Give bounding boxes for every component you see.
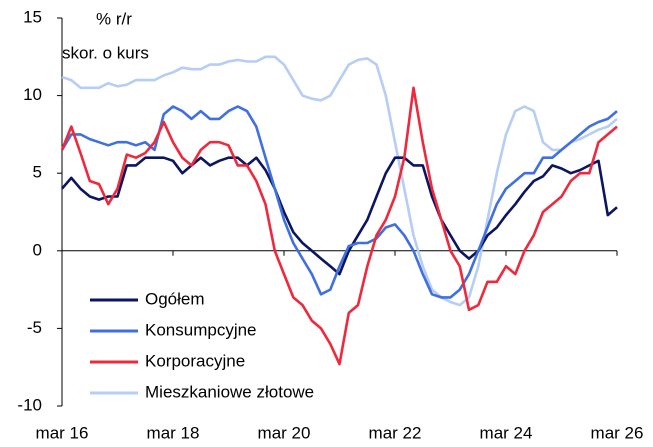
legend-label: Mieszkaniowe złotowe <box>145 382 314 401</box>
y-tick-label: -10 <box>17 395 42 414</box>
legend-label: Ogółem <box>145 289 205 308</box>
x-tick-label: mar 16 <box>36 423 89 442</box>
y-tick-label: 0 <box>33 240 42 259</box>
x-tick-label: mar 18 <box>147 423 200 442</box>
series-line <box>61 55 618 307</box>
series-line <box>60 105 618 299</box>
x-tick-label: mar 22 <box>369 423 422 442</box>
annotation: % r/r <box>96 9 132 28</box>
y-tick-label: -5 <box>27 318 42 337</box>
x-tick-label: mar 24 <box>480 423 533 442</box>
y-tick-label: 5 <box>33 163 42 182</box>
legend-label: Konsumpcyjne <box>145 320 257 339</box>
y-tick-label: 15 <box>23 7 42 26</box>
series-line <box>60 86 618 366</box>
x-tick-label: mar 20 <box>258 423 311 442</box>
y-tick-label: 10 <box>23 85 42 104</box>
annotation: skor. o kurs <box>62 43 149 62</box>
x-tick-label: mar 26 <box>591 423 644 442</box>
series-line <box>61 156 618 276</box>
legend-label: Korporacyjne <box>145 351 245 370</box>
